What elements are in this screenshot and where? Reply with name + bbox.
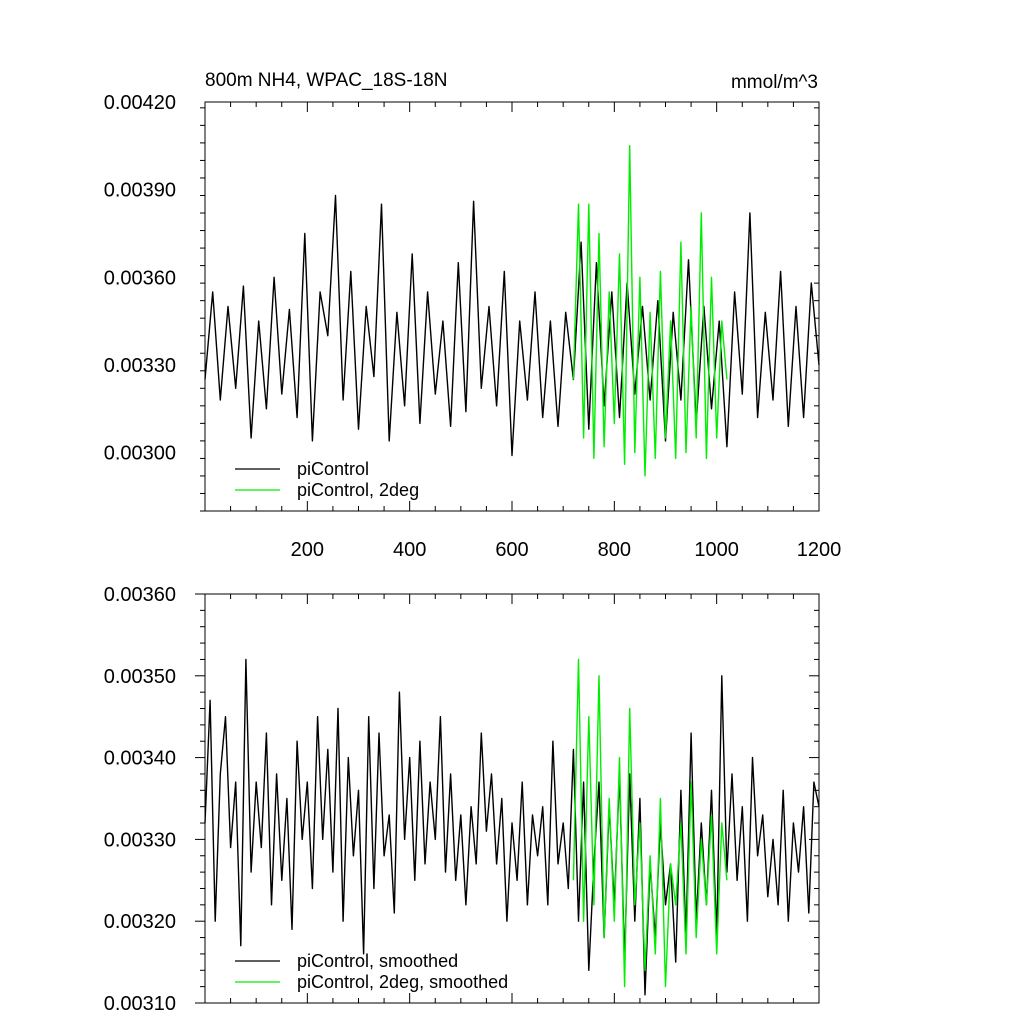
bottom-y-tick-label: 0.00310 <box>104 993 176 1015</box>
top-panel: 800m NH4, WPAC_18S-18N mmol/m^3 200 400 60… <box>104 70 842 561</box>
top-chart-title: 800m NH4, WPAC_18S-18N <box>205 70 448 91</box>
legend-label-picontrol-smoothed: piControl, smoothed <box>297 951 458 971</box>
top-x-tick-label: 1200 <box>797 539 842 561</box>
bottom-y-tick-label: 0.00330 <box>104 829 176 851</box>
top-y-tick-label: 0.00360 <box>104 267 176 289</box>
legend-label-picontrol: piControl <box>297 459 369 479</box>
legend-label-picontrol-2deg-smoothed: piControl, 2deg, smoothed <box>297 972 508 992</box>
top-y-tick-label: 0.00390 <box>104 180 176 202</box>
top-tick-group: 200 400 600 800 1000 1200 0.00300 0.00330 0.0036… <box>104 92 842 561</box>
top-x-tick-label: 600 <box>495 539 528 561</box>
bottom-plot-frame <box>204 593 820 1004</box>
bottom-y-tick-label: 0.00350 <box>104 666 176 688</box>
bottom-series-picontrol-2deg-smoothed <box>572 658 728 988</box>
top-x-tick-label: 400 <box>393 539 426 561</box>
bottom-panel: 0.00310 0.00320 0.00330 0.00340 0.00350 0.003… <box>104 584 820 1015</box>
bottom-legend: piControl, smoothed piControl, 2deg, smo… <box>235 951 508 992</box>
top-series-picontrol <box>204 194 820 457</box>
bottom-series-picontrol-smoothed <box>204 658 820 996</box>
top-y-tick-label: 0.00420 <box>104 92 176 114</box>
top-x-tick-label: 800 <box>598 539 631 561</box>
top-y-tick-label: 0.00300 <box>104 443 176 465</box>
top-chart-units: mmol/m^3 <box>731 72 818 93</box>
bottom-y-tick-label: 0.00340 <box>104 748 176 770</box>
bottom-y-tick-label: 0.00360 <box>104 584 176 606</box>
bottom-series-group <box>204 658 820 996</box>
top-legend: piControl piControl, 2deg <box>235 459 419 500</box>
top-y-tick-label: 0.00330 <box>104 355 176 377</box>
top-x-tick-label: 1000 <box>694 539 739 561</box>
bottom-y-tick-label: 0.00320 <box>104 911 176 933</box>
top-series-picontrol-2deg <box>572 145 728 477</box>
top-series-group <box>204 145 820 477</box>
top-x-tick-label: 200 <box>291 539 324 561</box>
legend-label-picontrol-2deg: piControl, 2deg <box>297 480 419 500</box>
bottom-tick-group: 0.00310 0.00320 0.00330 0.00340 0.00350 0.003… <box>104 584 820 1015</box>
